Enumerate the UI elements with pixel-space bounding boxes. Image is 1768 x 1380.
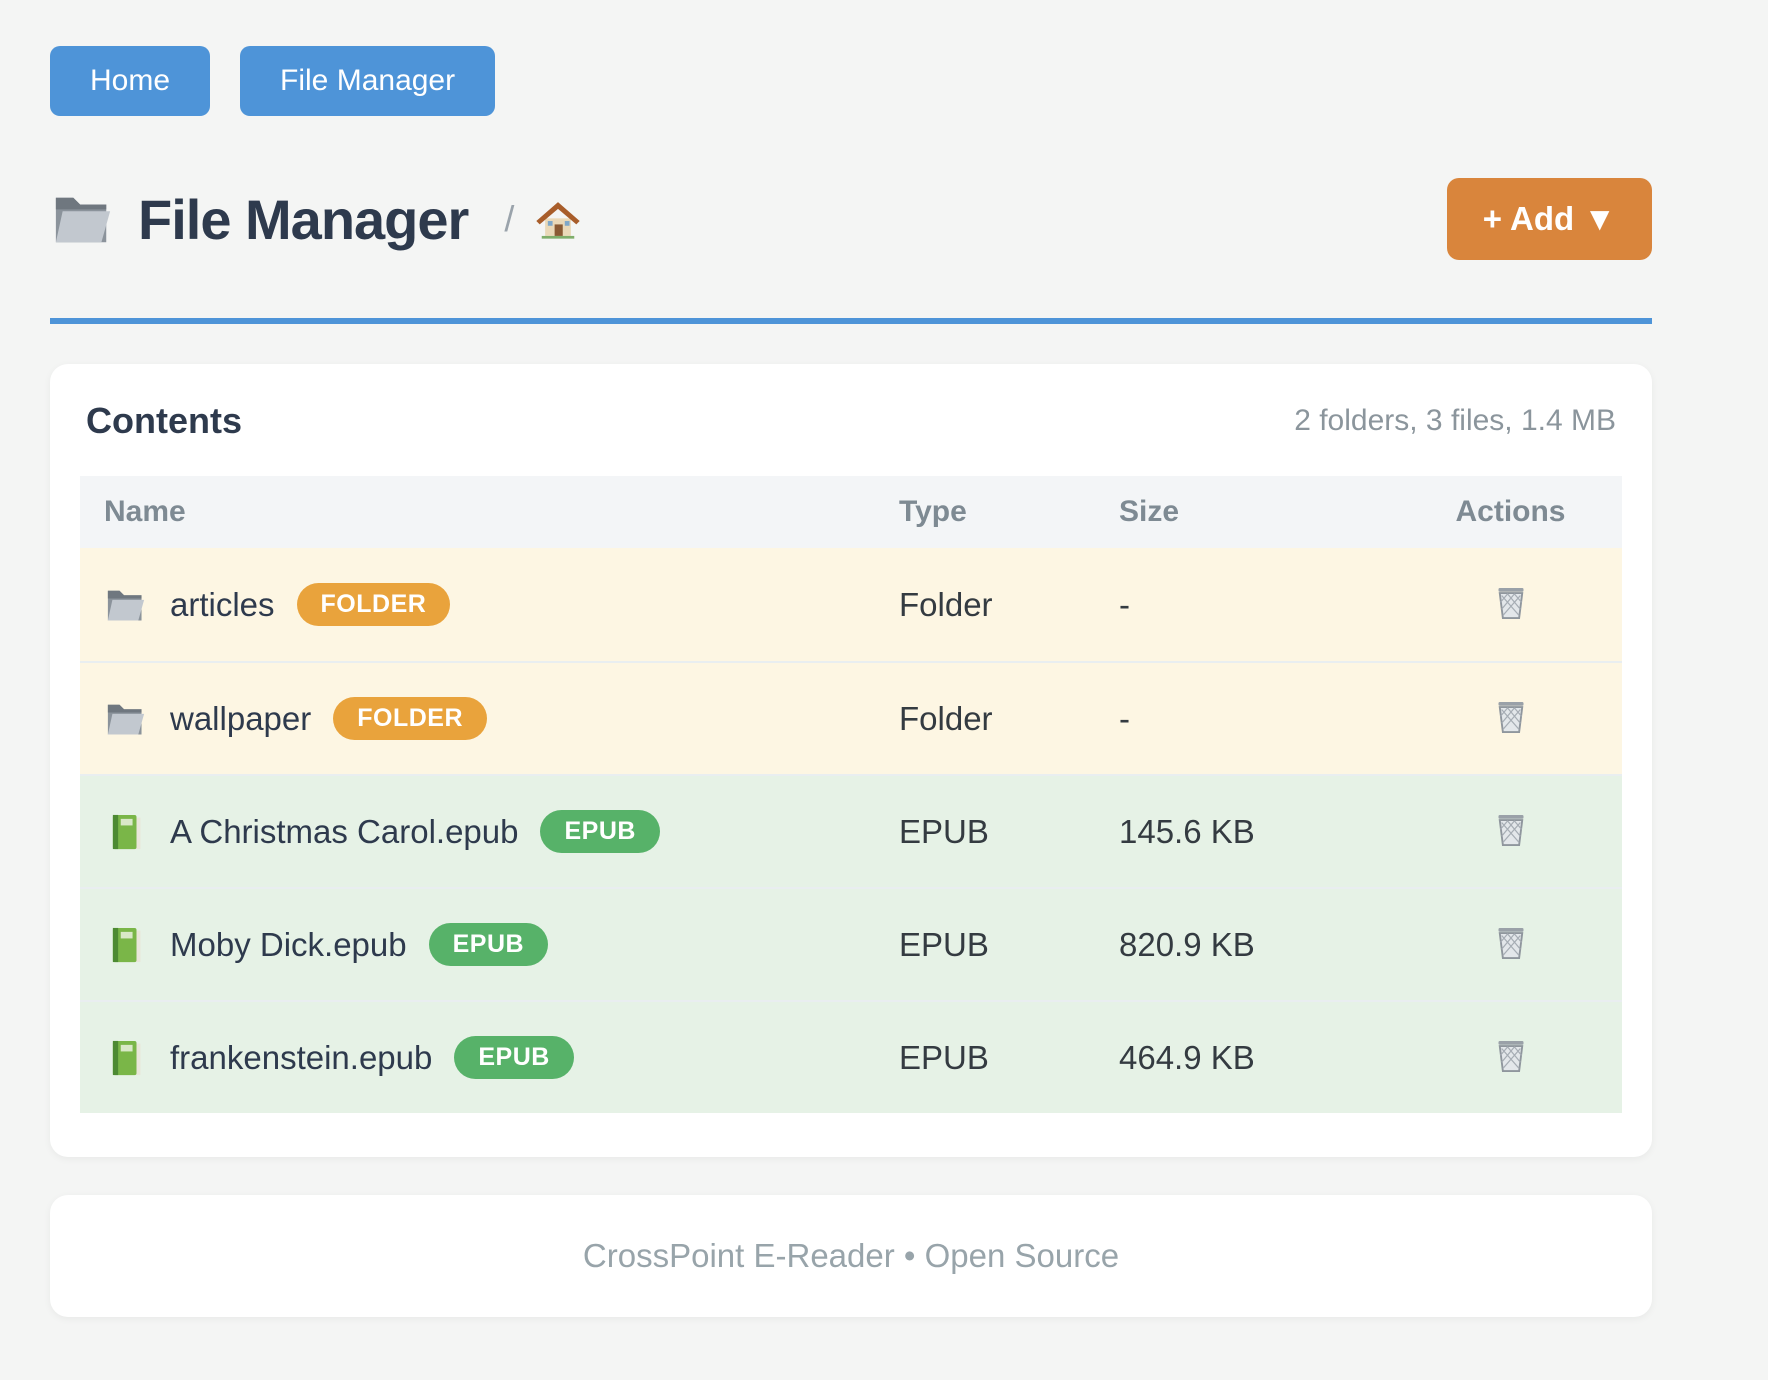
nav-file-manager-button[interactable]: File Manager: [240, 46, 496, 116]
file-name[interactable]: frankenstein.epub: [170, 1038, 433, 1076]
green-book-icon: [112, 814, 141, 849]
delete-button[interactable]: [1487, 804, 1535, 856]
footer: CrossPoint E-Reader • Open Source: [50, 1195, 1652, 1317]
folder-badge: FOLDER: [296, 583, 451, 626]
type-cell: EPUB: [899, 1038, 989, 1076]
contents-card: Contents 2 folders, 3 files, 1.4 MB Name…: [50, 364, 1652, 1157]
table-row-frankenstein[interactable]: frankenstein.epub EPUB EPUB 464.9 KB: [80, 1000, 1622, 1113]
size-cell: -: [1119, 699, 1130, 737]
green-book-icon: [112, 1040, 141, 1075]
column-header-name: Name: [104, 495, 186, 528]
name-cell[interactable]: Moby Dick.epub EPUB: [80, 923, 899, 966]
name-cell[interactable]: frankenstein.epub EPUB: [80, 1036, 899, 1079]
delete-button[interactable]: [1487, 1030, 1535, 1082]
file-table: Name Type Size Actions articles FOLDER F…: [80, 476, 1622, 1113]
footer-text: CrossPoint E-Reader • Open Source: [582, 1237, 1120, 1274]
file-name[interactable]: Moby Dick.epub: [170, 925, 407, 963]
table-row-articles[interactable]: articles FOLDER Folder -: [80, 548, 1622, 661]
size-cell: 464.9 KB: [1119, 1038, 1255, 1076]
breadcrumb-home-icon[interactable]: [536, 198, 581, 240]
epub-badge: EPUB: [428, 923, 549, 966]
top-nav: Home File Manager: [50, 46, 1652, 116]
contents-summary: 2 folders, 3 files, 1.4 MB: [1294, 404, 1616, 437]
page: Home File Manager File Manager / + Add ▼…: [50, 0, 1652, 1367]
epub-badge: EPUB: [540, 810, 660, 853]
nav-home-button[interactable]: Home: [50, 46, 211, 116]
table-row-christmas-carol[interactable]: A Christmas Carol.epub EPUB EPUB 145.6 K…: [80, 774, 1622, 887]
name-cell[interactable]: A Christmas Carol.epub EPUB: [80, 810, 899, 853]
table-row-wallpaper[interactable]: wallpaper FOLDER Folder -: [80, 661, 1622, 774]
delete-button[interactable]: [1487, 577, 1535, 629]
open-folder-icon: [50, 188, 116, 250]
size-cell: 820.9 KB: [1119, 925, 1255, 963]
trash-icon: [1497, 586, 1524, 619]
column-header-type: Type: [899, 495, 967, 528]
type-cell: EPUB: [899, 925, 989, 963]
title-underline: [50, 318, 1652, 324]
contents-card-header: Contents 2 folders, 3 files, 1.4 MB: [80, 400, 1622, 442]
title-group: File Manager /: [50, 187, 581, 252]
table-header-row: Name Type Size Actions: [80, 476, 1622, 548]
type-cell: EPUB: [899, 812, 989, 850]
file-name[interactable]: articles: [170, 585, 275, 623]
file-name[interactable]: wallpaper: [170, 699, 312, 737]
delete-button[interactable]: [1487, 691, 1535, 743]
folder-icon: [107, 704, 145, 735]
epub-badge: EPUB: [454, 1036, 574, 1079]
add-button[interactable]: + Add ▼: [1446, 178, 1652, 260]
folder-badge: FOLDER: [333, 697, 488, 740]
trash-icon: [1497, 700, 1524, 733]
column-header-actions: Actions: [1455, 495, 1566, 528]
breadcrumb-separator: /: [504, 198, 515, 239]
size-cell: -: [1119, 585, 1130, 623]
trash-icon: [1497, 926, 1524, 959]
green-book-icon: [112, 927, 141, 962]
column-header-size: Size: [1119, 495, 1180, 528]
trash-icon: [1497, 813, 1524, 846]
page-header: File Manager / + Add ▼: [50, 178, 1652, 260]
delete-button[interactable]: [1487, 917, 1535, 969]
type-cell: Folder: [899, 699, 993, 737]
trash-icon: [1497, 1039, 1524, 1072]
page-title: File Manager: [138, 187, 469, 251]
folder-icon: [107, 590, 145, 621]
name-cell[interactable]: articles FOLDER: [80, 583, 899, 626]
type-cell: Folder: [899, 585, 993, 623]
contents-heading: Contents: [86, 400, 242, 441]
size-cell: 145.6 KB: [1119, 812, 1255, 850]
file-name[interactable]: A Christmas Carol.epub: [170, 812, 519, 850]
table-row-moby-dick[interactable]: Moby Dick.epub EPUB EPUB 820.9 KB: [80, 887, 1622, 1000]
name-cell[interactable]: wallpaper FOLDER: [80, 697, 899, 740]
